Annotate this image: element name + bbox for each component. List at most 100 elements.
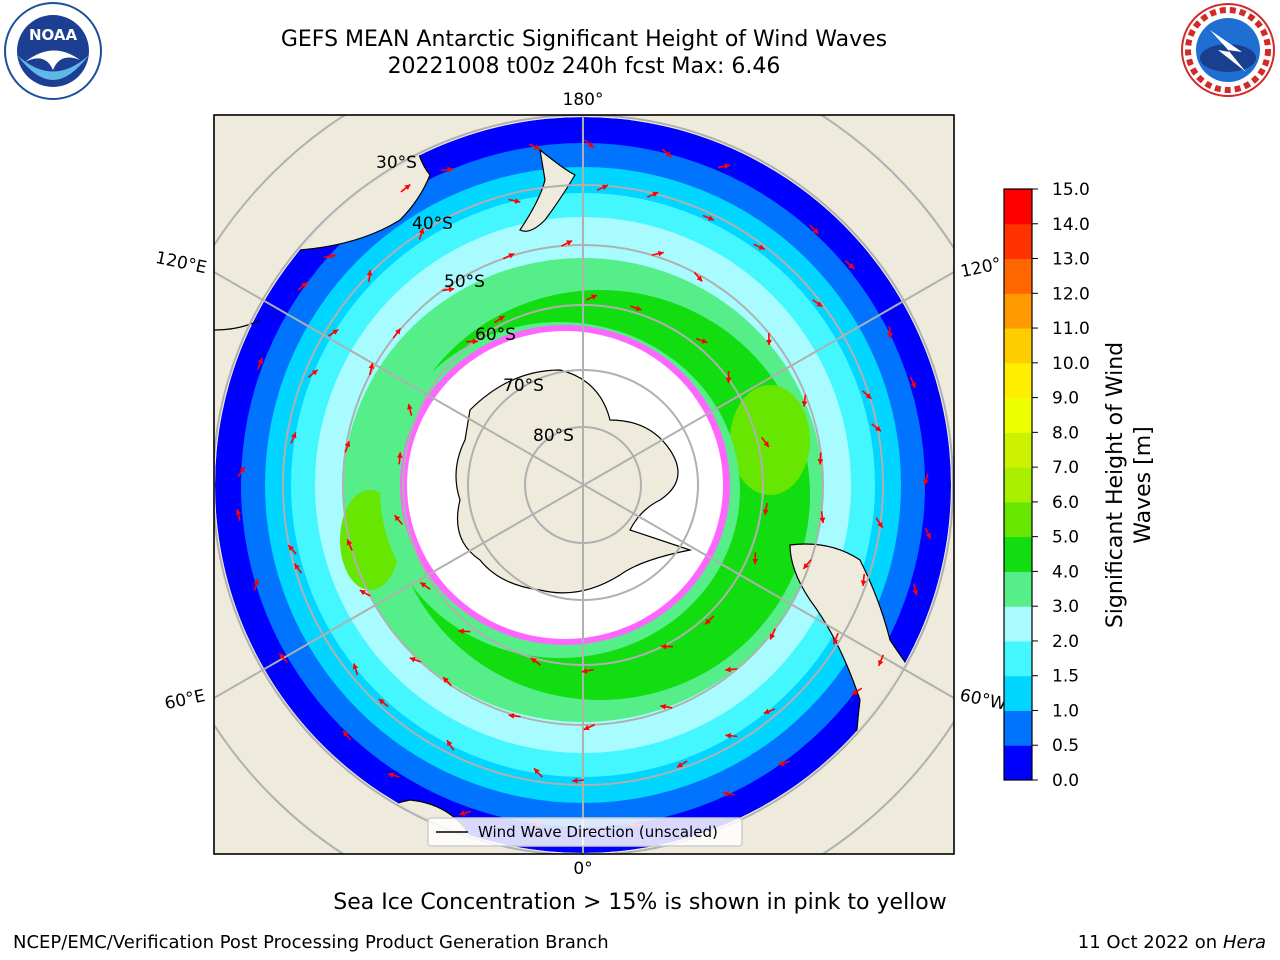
- legend-label: Wind Wave Direction (unscaled): [478, 823, 718, 841]
- wave-direction-arrowhead: [707, 215, 714, 221]
- wave-direction-arrowhead: [288, 545, 294, 552]
- new-zealand-land: [519, 148, 576, 232]
- noaa-logo-text: NOAA: [29, 26, 78, 44]
- wave-direction-arrowhead: [472, 338, 478, 345]
- lat-label-50s: 50°S: [444, 272, 485, 292]
- wave-direction-arrowhead: [832, 638, 839, 645]
- wave-direction-arrowhead: [514, 198, 521, 204]
- wave-direction-arrowhead: [352, 663, 359, 670]
- wave-direction-arrowhead: [346, 539, 353, 546]
- wave-direction-arrowhead: [723, 790, 729, 797]
- wave-direction-arrowhead: [378, 698, 385, 705]
- wave-direction-arrowhead: [763, 708, 770, 715]
- wave-direction-arrowhead: [766, 339, 772, 346]
- wave-direction-arrowhead: [705, 618, 711, 625]
- wave-direction-arrowhead: [253, 578, 260, 585]
- footer-date: 11 Oct 2022 on Hera: [1078, 932, 1266, 953]
- wave-direction-arrowhead: [875, 425, 882, 432]
- wave-direction-arrowhead: [803, 562, 809, 569]
- wave-direction-arrowhead: [294, 563, 300, 570]
- noaa-logo: NOAA: [4, 2, 102, 100]
- wave-direction-arrowhead: [332, 329, 339, 335]
- wave-direction-arrowhead: [446, 740, 453, 747]
- colorbar-segment: [1004, 571, 1032, 607]
- wave-direction-arrowhead: [394, 515, 401, 522]
- wave-direction-arrowhead: [886, 332, 893, 339]
- colorbar-segment: [1004, 467, 1032, 503]
- colorbar-tick-label: 3.0: [1052, 597, 1079, 617]
- wave-direction-arrowhead: [819, 517, 826, 524]
- wave-direction-arrowhead: [677, 762, 684, 768]
- colorbar-tick-label: 11.0: [1052, 319, 1090, 339]
- wave-direction-arrowhead: [407, 404, 413, 410]
- wave-direction-arrowhead: [912, 589, 919, 596]
- wave-direction-arrowhead: [923, 479, 929, 486]
- wave-direction-arrowhead: [763, 441, 769, 448]
- colorbar-tick-label: 13.0: [1052, 250, 1090, 270]
- colorbar-segment: [1004, 328, 1032, 364]
- wave-direction-arrowhead: [344, 441, 351, 448]
- colorbar-segment: [1004, 606, 1032, 642]
- wave-direction-arrowhead: [366, 270, 373, 276]
- wave-direction-arrowhead: [581, 668, 588, 674]
- chart-subtitle: 20221008 t00z 240h fcst Max: 6.46: [387, 54, 781, 79]
- lon-label-60w: 60°W: [958, 685, 1008, 714]
- wave-direction-arrowhead: [311, 369, 318, 376]
- wave-direction-arrowhead: [812, 227, 819, 234]
- corner-land-outline: [214, 319, 261, 331]
- chart-title: GEFS MEAN Antarctic Significant Height o…: [280, 27, 888, 52]
- colorbar-segment: [1004, 362, 1032, 399]
- colorbar-segment: [1004, 258, 1032, 294]
- wave-direction-arrowhead: [910, 382, 916, 389]
- colorbar-tick-label: 1.5: [1052, 667, 1079, 687]
- wave-direction-arrowhead: [801, 401, 808, 407]
- wave-direction-arrowhead: [387, 772, 394, 779]
- colorbar-segment: [1004, 536, 1032, 572]
- wave-direction-arrowhead: [652, 191, 659, 198]
- wave-direction-arrowhead: [257, 358, 263, 364]
- colorbar-tick-label: 9.0: [1052, 389, 1079, 409]
- colorbar-segment: [1004, 675, 1032, 711]
- wave-direction-arrowhead: [778, 760, 785, 766]
- wave-direction-arrowhead: [342, 730, 349, 737]
- wave-direction-arrowhead: [724, 163, 730, 170]
- lon-label-120e: 120°E: [154, 248, 209, 278]
- wave-direction-arrowhead: [359, 590, 366, 596]
- wave-direction-arrowhead: [601, 184, 608, 191]
- wave-direction-arrowhead: [660, 643, 667, 650]
- colorbar-label: Significant Height of Wind Waves [m]: [1103, 341, 1156, 629]
- wave-direction-arrowhead: [459, 810, 466, 816]
- wave-direction-arrowhead: [572, 777, 578, 784]
- wave-direction-arrowhead: [725, 666, 731, 673]
- colorbar-tick-label: 12.0: [1052, 284, 1090, 304]
- colorbar: 0.0 0.5 1.0 1.5 2.0 3.0 4.0 5.0 6.0 7.0 8.0 9.0 10.0…: [1003, 180, 1090, 791]
- footer-branch: NCEP/EMC/Verification Post Processing Pr…: [13, 932, 609, 953]
- wave-direction-arrowhead: [420, 582, 427, 588]
- colorbar-tick-label: 0.5: [1052, 736, 1079, 756]
- lat-label-40s: 40°S: [412, 214, 453, 234]
- wave-direction-arrowhead: [725, 377, 732, 383]
- colorbar-tick-label: 15.0: [1052, 180, 1090, 200]
- wave-direction-arrowhead: [925, 532, 931, 539]
- wave-direction-arrowhead: [448, 286, 455, 293]
- wave-direction-arrowhead: [368, 363, 375, 369]
- wave-direction-arrowhead: [508, 713, 515, 719]
- colorbar-tick-label: 6.0: [1052, 493, 1079, 513]
- map-legend: Wind Wave Direction (unscaled): [427, 817, 743, 847]
- wave-direction-arrowhead: [878, 659, 884, 666]
- wave-direction-arrowhead: [591, 294, 598, 300]
- wave-direction-arrowhead: [763, 509, 769, 515]
- wave-direction-arrowhead: [566, 240, 573, 246]
- colorbar-tick-label: 14.0: [1052, 215, 1090, 235]
- wave-direction-arrowhead: [329, 253, 336, 260]
- nws-logo: [1181, 3, 1275, 97]
- wave-direction-arrowhead: [279, 653, 285, 660]
- wave-direction-arrowhead: [395, 328, 401, 335]
- wave-direction-arrowhead: [534, 144, 541, 150]
- wave-direction-arrowhead: [816, 301, 823, 307]
- colorbar-segment: [1004, 189, 1032, 225]
- wave-direction-arrowhead: [587, 142, 594, 148]
- wave-direction-arrowhead: [769, 633, 776, 640]
- wave-direction-arrowhead: [665, 151, 672, 157]
